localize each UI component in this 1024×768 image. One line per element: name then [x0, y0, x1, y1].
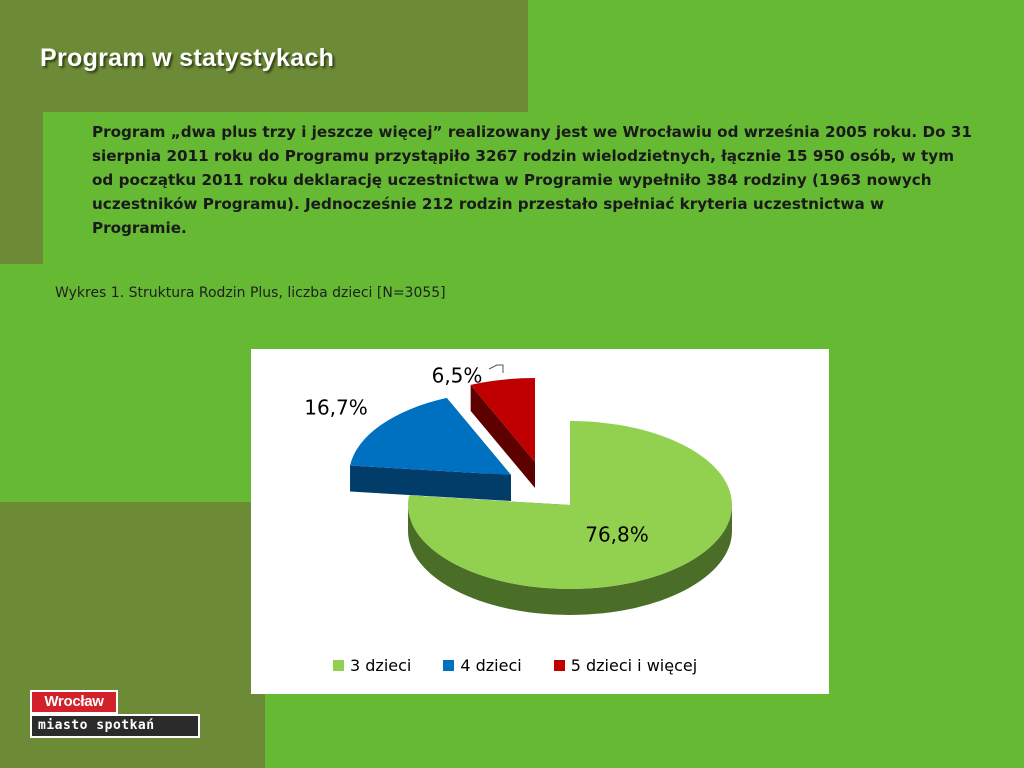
legend-swatch-4-dzieci [443, 660, 455, 671]
intro-paragraph: Program „dwa plus trzy i jeszcze więcej”… [92, 123, 972, 237]
legend-item-5-dzieci: 5 dzieci i więcej [553, 656, 698, 675]
wroclaw-logo: Wrocław miasto spotkań [30, 690, 200, 738]
legend-label-5-dzieci: 5 dzieci i więcej [570, 656, 698, 675]
pie-top-5-dzieci [470, 378, 535, 462]
chart-legend: 3 dzieci 4 dzieci 5 dzieci i więcej [333, 656, 697, 675]
chart-caption: Wykres 1. Struktura Rodzin Plus, liczba … [55, 285, 446, 301]
legend-item-4-dzieci: 4 dzieci [443, 656, 522, 675]
pie-rim-3-dzieci-0 [408, 505, 732, 615]
legend-item-3-dzieci: 3 dzieci [333, 656, 411, 675]
logo-wroclaw: Wrocław [30, 690, 118, 714]
pie-slice-5-dzieci [470, 378, 535, 488]
left-accent-strip [0, 112, 43, 264]
chart-area: 76,8% 16,7% 6,5% 3 dzieci 4 dzieci 5 dziec… [251, 349, 829, 694]
data-label-5-dzieci: 6,5% [432, 364, 483, 388]
pie-top-4-dzieci [350, 397, 511, 475]
pie-chart: 76,8% 16,7% 6,5% [304, 364, 732, 615]
pie-slice-3-dzieci [408, 421, 732, 615]
legend-swatch-5-dzieci [553, 660, 565, 671]
pie-wall-4-dzieci-0 [350, 465, 511, 501]
title-background [0, 0, 528, 112]
leader-line-5-dzieci [488, 364, 504, 373]
pie-wall-5-dzieci-0 [470, 384, 535, 488]
data-label-4-dzieci: 16,7% [304, 396, 368, 420]
logo-slogan: miasto spotkań [30, 714, 200, 738]
pie-slice-4-dzieci [350, 397, 511, 501]
pie-top-3-dzieci [408, 421, 732, 589]
slide-title: Program w statystykach [40, 44, 335, 72]
legend-swatch-3-dzieci [333, 660, 344, 671]
data-label-3-dzieci: 76,8% [585, 523, 649, 547]
legend-label-4-dzieci: 4 dzieci [460, 656, 522, 675]
legend-label-3-dzieci: 3 dzieci [350, 656, 412, 675]
